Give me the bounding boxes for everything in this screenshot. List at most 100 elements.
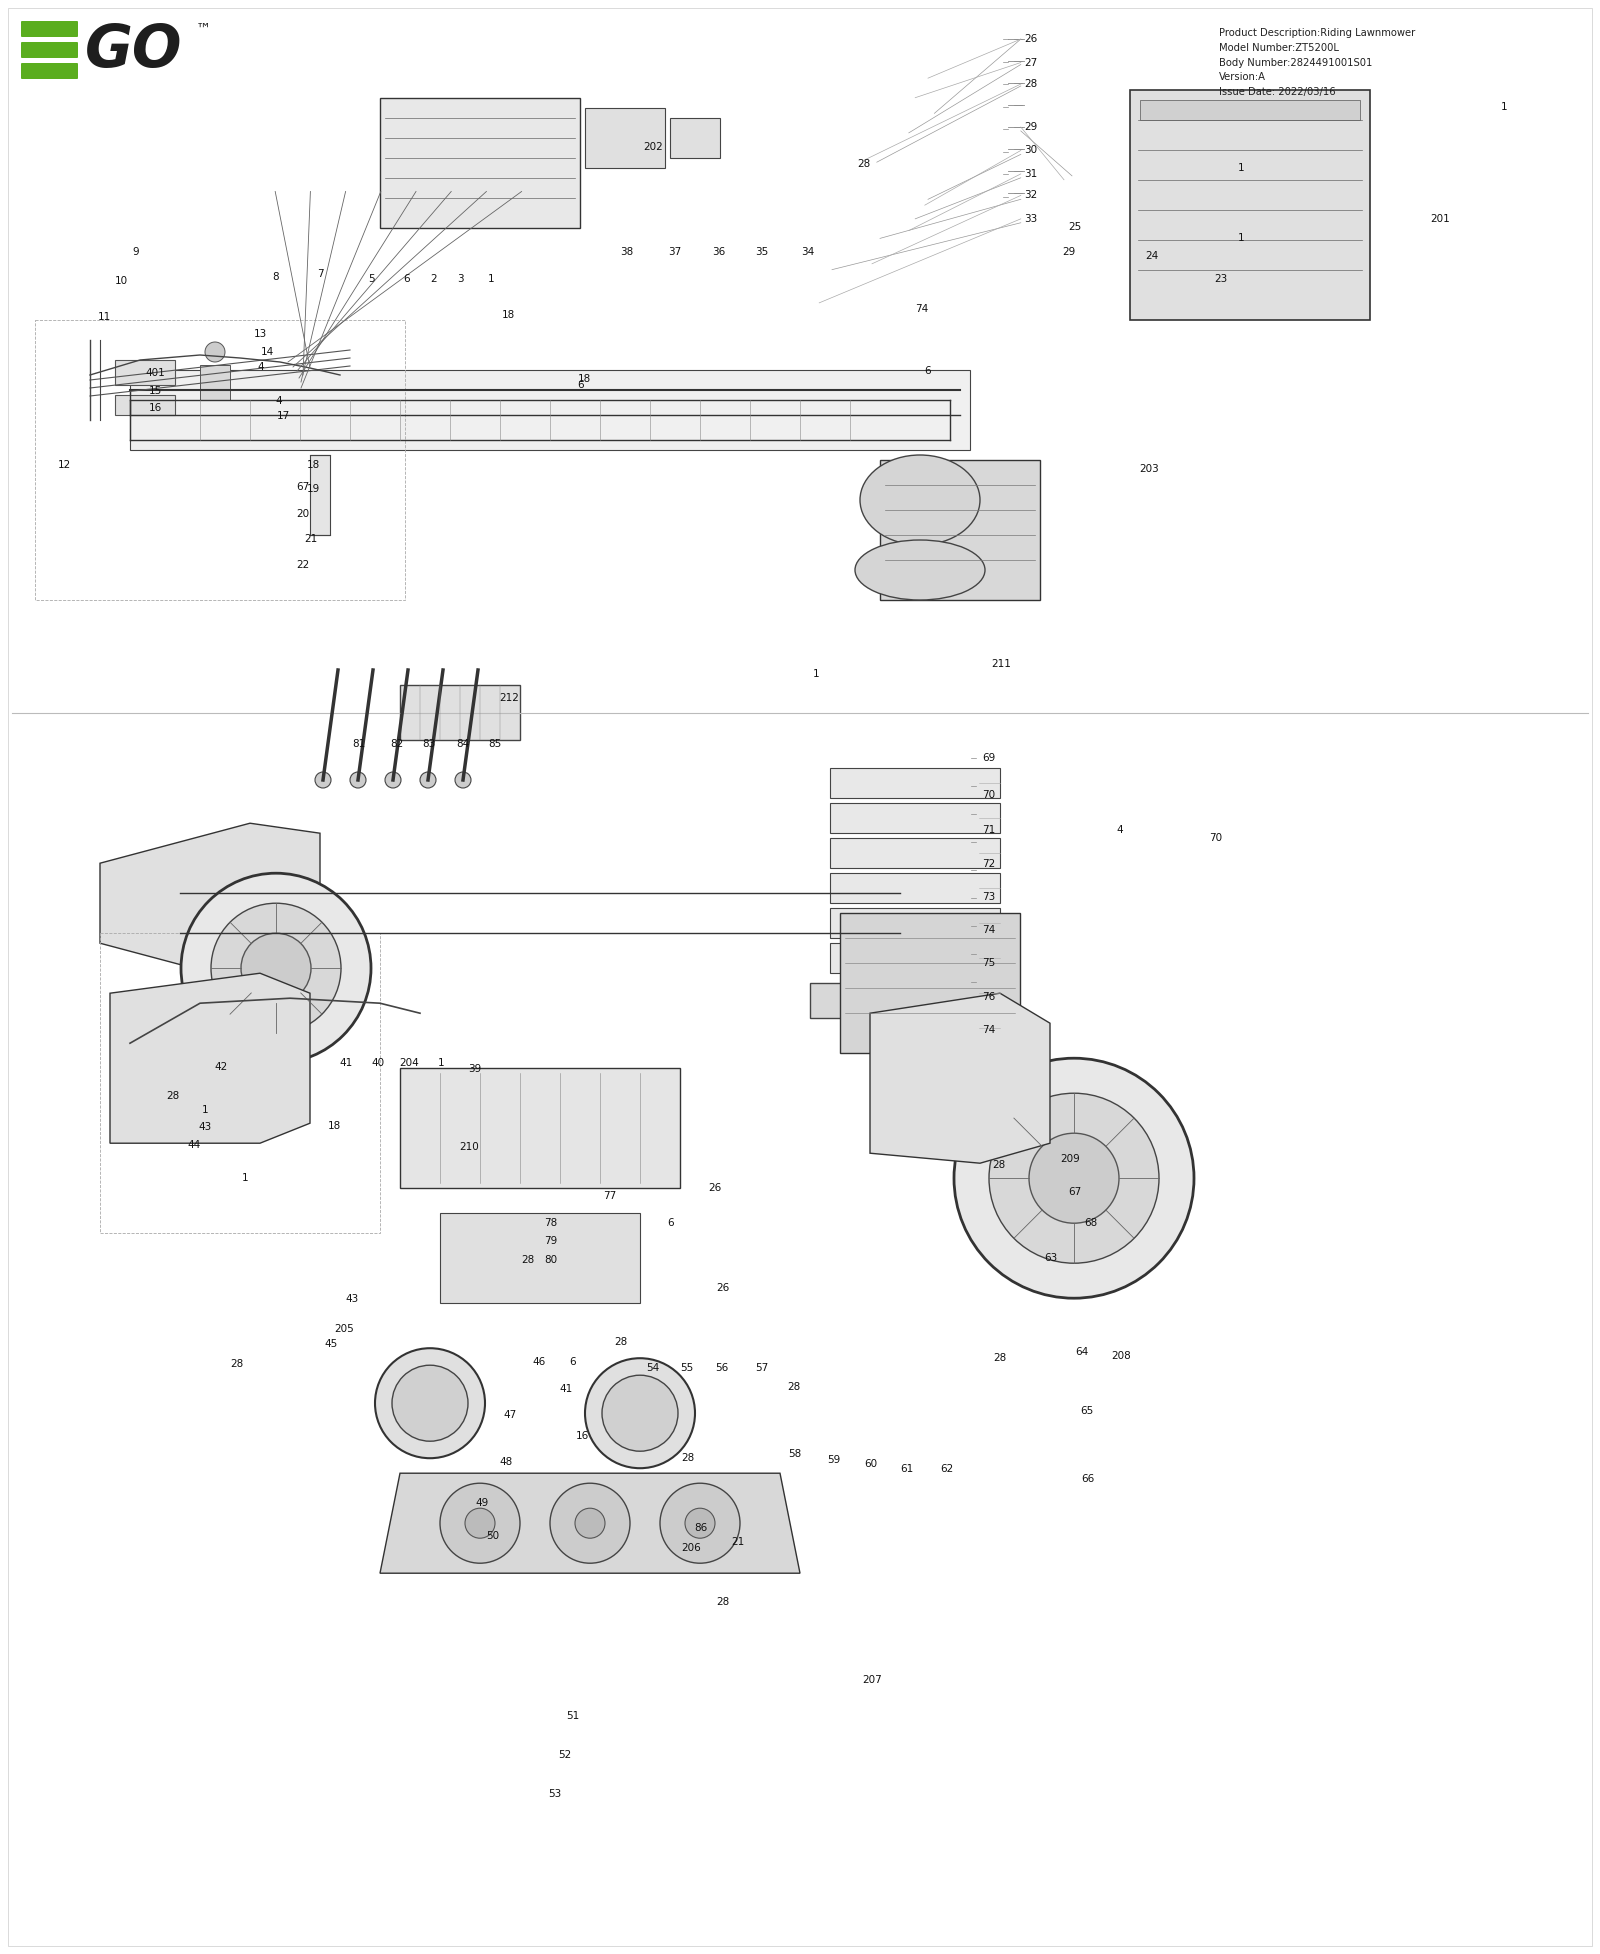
Text: 3: 3: [458, 274, 464, 285]
Text: 19: 19: [307, 483, 320, 494]
Text: 1: 1: [1501, 102, 1507, 113]
Circle shape: [1029, 1133, 1118, 1223]
Text: 212: 212: [499, 692, 518, 703]
Text: 54: 54: [646, 1362, 659, 1374]
Text: 5: 5: [368, 274, 374, 285]
Text: 205: 205: [334, 1323, 354, 1335]
Text: 203: 203: [1139, 463, 1158, 475]
Text: 211: 211: [992, 658, 1011, 670]
Circle shape: [954, 1059, 1194, 1297]
Text: 44: 44: [187, 1139, 200, 1151]
Circle shape: [392, 1366, 467, 1442]
Text: 60: 60: [864, 1458, 877, 1469]
Circle shape: [574, 1508, 605, 1538]
Text: 28: 28: [1024, 78, 1037, 90]
Circle shape: [661, 1483, 739, 1563]
Text: 21: 21: [304, 533, 317, 545]
Circle shape: [242, 934, 310, 1002]
Text: 24: 24: [1146, 250, 1158, 262]
Text: 74: 74: [982, 924, 995, 936]
Bar: [440, 1213, 640, 1303]
Text: 25: 25: [1069, 221, 1082, 233]
Text: 28: 28: [166, 1090, 179, 1102]
Text: 67: 67: [296, 481, 309, 492]
Text: 34: 34: [802, 246, 814, 258]
Text: 8: 8: [272, 272, 278, 283]
Polygon shape: [381, 1473, 800, 1573]
Text: 207: 207: [862, 1675, 882, 1686]
Text: 4: 4: [1117, 825, 1123, 836]
Bar: [830, 909, 1000, 938]
Text: 28: 28: [717, 1596, 730, 1608]
Text: 58: 58: [789, 1448, 802, 1460]
Text: 401: 401: [146, 367, 165, 379]
Text: 65: 65: [1080, 1405, 1093, 1417]
Text: 18: 18: [502, 309, 515, 320]
Text: 39: 39: [469, 1063, 482, 1075]
Bar: [115, 395, 174, 414]
Text: 206: 206: [682, 1542, 701, 1553]
Text: 28: 28: [614, 1337, 627, 1348]
FancyBboxPatch shape: [21, 41, 78, 59]
Text: 83: 83: [422, 739, 435, 750]
Text: 29: 29: [1024, 121, 1037, 133]
Text: 64: 64: [1075, 1346, 1088, 1358]
Text: 67: 67: [1069, 1186, 1082, 1198]
Text: 47: 47: [504, 1409, 517, 1421]
Ellipse shape: [854, 539, 986, 600]
Text: 70: 70: [1210, 832, 1222, 844]
Circle shape: [181, 873, 371, 1063]
Text: 36: 36: [712, 246, 725, 258]
Text: 42: 42: [214, 1061, 227, 1073]
Text: 20: 20: [296, 508, 309, 520]
Text: 1: 1: [1238, 162, 1245, 174]
Text: 16: 16: [576, 1430, 589, 1442]
Text: 1: 1: [813, 668, 819, 680]
Text: 53: 53: [549, 1788, 562, 1800]
Text: 6: 6: [578, 379, 584, 391]
Text: 2: 2: [430, 274, 437, 285]
Text: 76: 76: [982, 991, 995, 1002]
Text: 13: 13: [254, 328, 267, 340]
Bar: [1130, 90, 1370, 320]
Circle shape: [440, 1483, 520, 1563]
Text: 49: 49: [475, 1497, 488, 1508]
Bar: [400, 1069, 680, 1188]
Bar: [381, 98, 579, 229]
Text: 4: 4: [258, 361, 264, 373]
Text: 50: 50: [486, 1530, 499, 1542]
Text: 79: 79: [544, 1235, 557, 1247]
Text: 28: 28: [858, 158, 870, 170]
Text: 1: 1: [488, 274, 494, 285]
Text: 1: 1: [202, 1104, 208, 1116]
Polygon shape: [110, 973, 310, 1143]
Text: 28: 28: [682, 1452, 694, 1464]
Text: 70: 70: [982, 789, 995, 801]
Text: 41: 41: [560, 1383, 573, 1395]
Text: 208: 208: [1112, 1350, 1131, 1362]
Text: 56: 56: [715, 1362, 728, 1374]
Circle shape: [550, 1483, 630, 1563]
Bar: [115, 360, 174, 385]
Text: 1: 1: [1238, 233, 1245, 244]
Text: 204: 204: [400, 1057, 419, 1069]
Bar: [840, 913, 1021, 1053]
Bar: [830, 873, 1000, 903]
Bar: [130, 369, 970, 449]
Text: 10: 10: [115, 276, 128, 287]
Text: 28: 28: [522, 1254, 534, 1266]
Circle shape: [374, 1348, 485, 1458]
Text: 15: 15: [149, 385, 162, 397]
Text: 11: 11: [98, 311, 110, 322]
Text: 45: 45: [325, 1338, 338, 1350]
Text: 61: 61: [901, 1464, 914, 1475]
Circle shape: [350, 772, 366, 787]
Text: 85: 85: [488, 739, 501, 750]
Text: 23: 23: [1214, 274, 1227, 285]
Text: 77: 77: [603, 1190, 616, 1202]
Text: 43: 43: [346, 1294, 358, 1305]
Text: ™: ™: [195, 21, 211, 37]
Text: 32: 32: [1024, 190, 1037, 201]
Circle shape: [315, 772, 331, 787]
Text: 30: 30: [1024, 145, 1037, 156]
